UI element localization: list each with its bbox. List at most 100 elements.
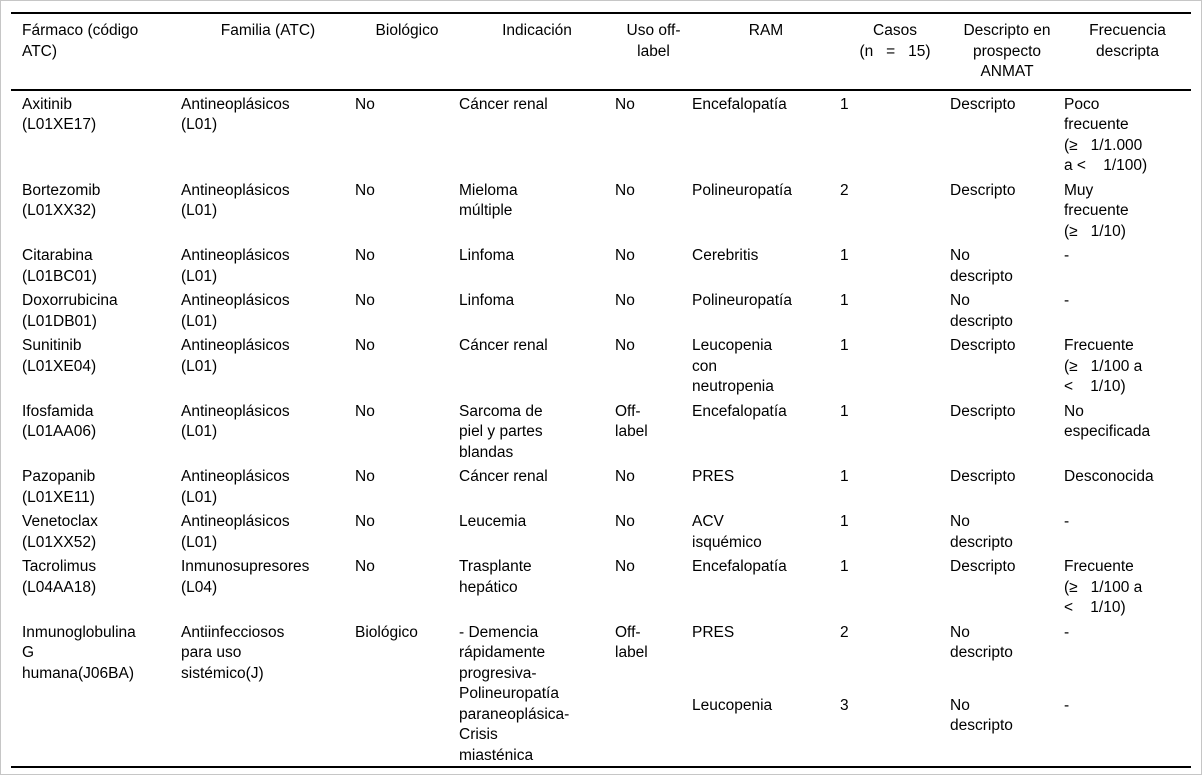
col-header-ram: RAM [748,22,784,39]
cell-cases: 1 [840,95,849,113]
cell-family: Inmunosupresores (L04) [181,558,310,596]
cell-family: Antineoplásicos (L01) [181,292,290,330]
cell-drug: Bortezomib (L01XX32) [22,181,101,220]
table-row: Bortezomib (L01XX32) Antineoplásicos (L0… [11,177,1191,243]
cell-ram: PRES [692,623,735,641]
cell-off-label: No [615,292,635,309]
cell-ram: Encefalopatía [692,402,787,420]
cell-family: Antineoplásicos (L01) [181,247,290,285]
cell-ram: Cerebritis [692,247,759,264]
cell-ram: Polineuropatía [692,181,792,199]
cell-indication: Mieloma múltiple [459,181,518,220]
cell-biologic: No [355,95,375,113]
cell-indication: Cáncer renal [459,468,548,485]
col-header-off-label: Uso off- label [626,22,681,60]
cell-drug: Inmunoglobulina G humana(J06BA) [22,623,136,682]
cell-indication: Cáncer renal [459,95,548,113]
cell-biologic: No [355,513,375,530]
cell-off-label: No [615,468,635,485]
cell-family: Antineoplásicos (L01) [181,95,290,134]
cell-described-anmat: No descripto [950,247,1013,285]
cell-cases: 1 [840,558,849,575]
cell-ram: Leucopenia con neutropenia [692,337,774,395]
cell-drug: Ifosfamida (L01AA06) [22,402,97,441]
table-row: Inmunoglobulina G humana(J06BA) Antiinfe… [11,619,1191,764]
cell-biologic: No [355,468,375,485]
cell-described-anmat: No descripto [950,513,1013,551]
cell-cases: 2 [840,181,849,199]
cell-frequency: Desconocida [1064,468,1154,485]
table-row: Pazopanib (L01XE11) Antineoplásicos (L01… [11,463,1191,508]
cell-cases: 1 [840,468,849,485]
cell-described-anmat: Descripto [950,402,1016,420]
cell-described-anmat: No descripto [950,696,1013,735]
cell-family: Antineoplásicos (L01) [181,181,290,220]
cell-frequency: Frecuente (≥ 1/100 a < 1/10) [1064,337,1143,395]
col-header-drug: Fármaco (código ATC) [22,22,139,60]
table-row: Ifosfamida (L01AA06) Antineoplásicos (L0… [11,398,1191,464]
cell-biologic: No [355,181,375,199]
cell-described-anmat: Descripto [950,95,1016,113]
cell-family: Antineoplásicos (L01) [181,468,290,506]
cell-drug: Axitinib (L01XE17) [22,95,97,134]
col-header-frequency: Frecuencia descripta [1089,22,1166,60]
cell-indication: Leucemia [459,513,527,530]
cell-drug: Venetoclax (L01XX52) [22,513,98,551]
table-row: Venetoclax (L01XX52) Antineoplásicos (L0… [11,508,1191,553]
cell-off-label: Off- label [615,402,648,441]
cell-family: Antiinfecciosos para uso sistémico(J) [181,623,285,682]
adverse-reactions-table: Fármaco (código ATC) Familia (ATC) Bioló… [11,12,1191,768]
cell-biologic: No [355,247,375,264]
table-header-row: Fármaco (código ATC) Familia (ATC) Bioló… [11,13,1191,90]
cell-cases: 1 [840,292,849,309]
cell-cases: 1 [840,402,849,420]
cell-off-label: No [615,95,635,113]
cell-indication: Cáncer renal [459,337,548,354]
table-row: Axitinib (L01XE17) Antineoplásicos (L01)… [11,90,1191,177]
cell-biologic: No [355,402,375,420]
col-header-biologic: Biológico [375,22,439,39]
cell-frequency: No especificada [1064,402,1151,441]
cell-described-anmat: Descripto [950,558,1016,575]
cell-family: Antineoplásicos (L01) [181,337,290,375]
cell-cases: 1 [840,337,849,354]
table-row: Citarabina (L01BC01) Antineoplásicos (L0… [11,242,1191,287]
table-sub-row: Leucopenia 3 No descripto - [11,692,1191,767]
cell-indication: Linfoma [459,292,515,309]
cell-frequency: Muy frecuente (≥ 1/10) [1064,181,1129,240]
cell-frequency: - [1064,623,1070,641]
cell-drug: Sunitinib (L01XE04) [22,337,97,375]
cell-off-label: No [615,181,635,199]
cell-biologic: Biológico [355,623,418,641]
cell-biologic: No [355,337,375,354]
cell-off-label: No [615,337,635,354]
cell-frequency: Poco frecuente (≥ 1/1.000 a < 1/100) [1064,95,1148,175]
cell-described-anmat: Descripto [950,181,1016,199]
col-header-described-anmat: Descripto en prospecto ANMAT [963,22,1051,80]
cell-drug: Doxorrubicina (L01DB01) [22,292,118,330]
cell-described-anmat: Descripto [950,468,1016,485]
cell-frequency: - [1064,696,1070,714]
cell-ram: Leucopenia [692,696,773,714]
cell-cases: 1 [840,247,849,264]
col-header-family: Familia (ATC) [220,22,316,39]
col-header-indication: Indicación [502,22,572,39]
cell-biologic: No [355,558,375,575]
table-row: Doxorrubicina (L01DB01) Antineoplásicos … [11,287,1191,332]
cell-indication: Linfoma [459,247,515,264]
cell-indication: - Demencia rápidamente progresiva- Polin… [459,623,570,764]
cell-drug: Tacrolimus (L04AA18) [22,558,97,596]
cell-drug: Citarabina (L01BC01) [22,247,97,285]
cell-ram: ACV isquémico [692,513,762,551]
cell-described-anmat: No descripto [950,623,1013,662]
cell-described-anmat: No descripto [950,292,1013,330]
cell-frequency: - [1064,247,1070,264]
cell-cases: 2 [840,623,849,641]
cell-frequency: - [1064,513,1070,530]
cell-cases: 1 [840,513,849,530]
cell-cases: 3 [840,696,849,714]
cell-family: Antineoplásicos (L01) [181,513,290,551]
col-header-cases: Casos (n = 15) [859,22,931,60]
cell-indication: Trasplante hepático [459,558,532,596]
